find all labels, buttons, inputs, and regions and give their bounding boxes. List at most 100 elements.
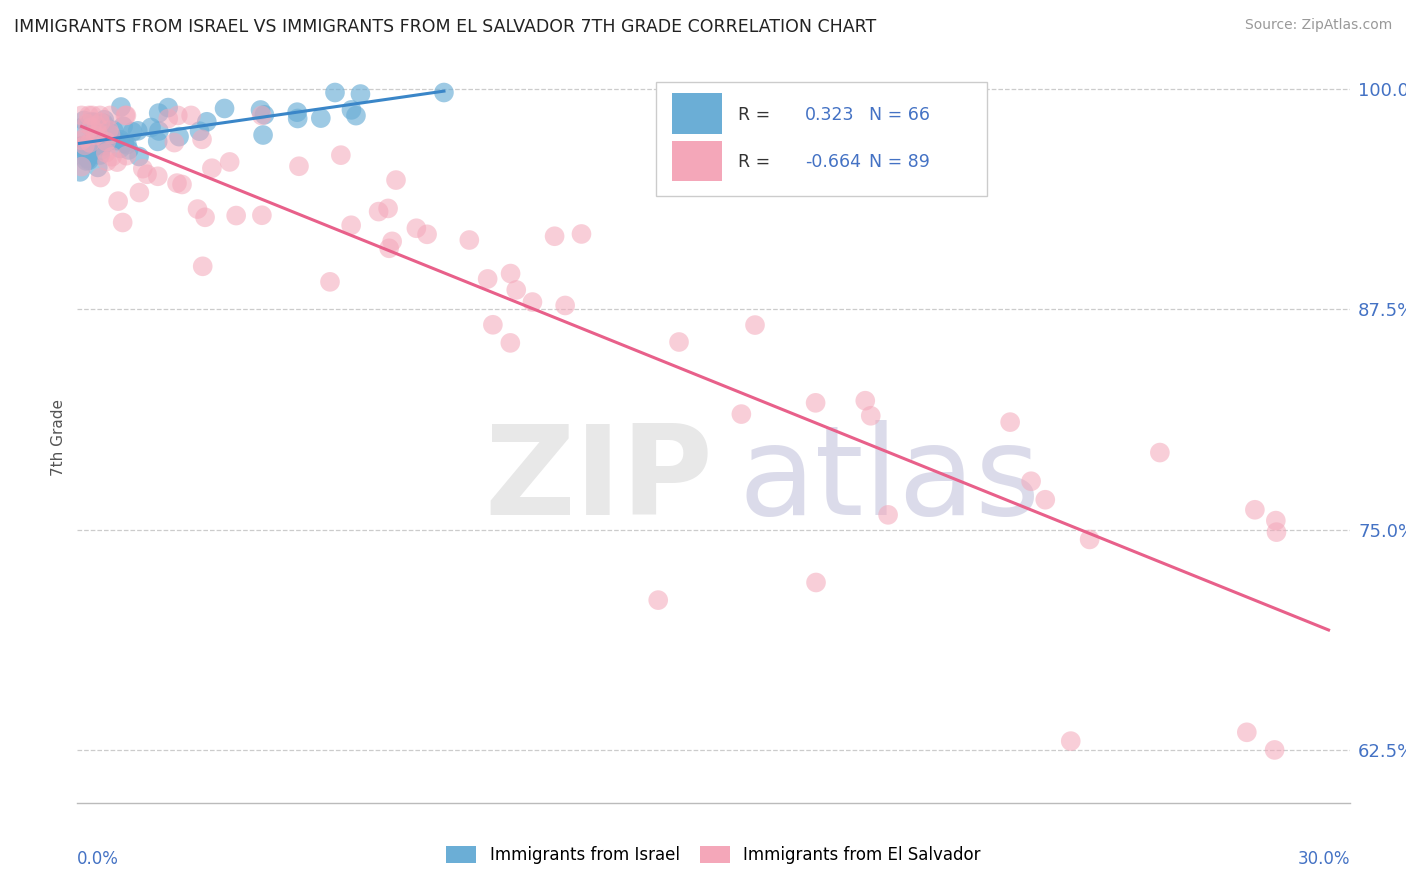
Point: [148, 106, 170, 120]
Point: [90, 143, 112, 157]
Point: [87, 126, 110, 140]
Point: [115, 149, 138, 163]
Point: [218, 155, 240, 169]
Point: [80, 120, 103, 135]
Point: [76, 117, 98, 131]
Point: [804, 575, 827, 590]
Point: [97, 126, 120, 140]
Point: [79, 115, 101, 129]
Point: [94, 145, 117, 160]
Point: [82, 115, 104, 129]
Point: [115, 137, 138, 152]
Point: [186, 202, 208, 216]
Text: N = 66: N = 66: [869, 105, 929, 123]
Point: [194, 211, 217, 225]
Point: [877, 508, 900, 522]
Point: [89, 115, 111, 129]
Point: [668, 334, 690, 349]
Point: [75, 143, 97, 157]
Point: [287, 112, 309, 126]
Point: [191, 260, 214, 274]
Point: [340, 219, 363, 233]
Point: [112, 120, 135, 134]
Point: [288, 159, 311, 173]
Point: [96, 135, 118, 149]
Point: [110, 133, 132, 147]
Point: [499, 267, 522, 281]
Point: [329, 148, 352, 162]
Point: [859, 409, 882, 423]
Point: [70, 160, 93, 174]
Text: IMMIGRANTS FROM ISRAEL VS IMMIGRANTS FROM EL SALVADOR 7TH GRADE CORRELATION CHAR: IMMIGRANTS FROM ISRAEL VS IMMIGRANTS FRO…: [14, 18, 876, 36]
Point: [571, 227, 593, 241]
Point: [96, 125, 118, 139]
Text: ZIP: ZIP: [485, 420, 714, 541]
Point: [505, 283, 527, 297]
Point: [214, 102, 236, 116]
Point: [1264, 743, 1286, 757]
Point: [132, 161, 155, 176]
Point: [96, 154, 118, 169]
Point: [191, 132, 214, 146]
Point: [647, 593, 669, 607]
Point: [163, 136, 186, 150]
Text: N = 89: N = 89: [869, 153, 929, 171]
Point: [107, 194, 129, 208]
Point: [114, 108, 136, 122]
Point: [188, 124, 211, 138]
Point: [127, 124, 149, 138]
Point: [100, 128, 122, 142]
Point: [77, 108, 100, 122]
Point: [77, 141, 100, 155]
Point: [148, 124, 170, 138]
Point: [115, 108, 138, 122]
Point: [1244, 502, 1267, 516]
Point: [1236, 725, 1258, 739]
Point: [82, 140, 104, 154]
Point: [104, 133, 127, 147]
Point: [105, 155, 128, 169]
Point: [136, 167, 159, 181]
Point: [340, 103, 363, 117]
Point: [554, 298, 576, 312]
Point: [730, 407, 752, 421]
Point: [73, 130, 96, 145]
Point: [90, 170, 112, 185]
Point: [112, 136, 135, 150]
Point: [77, 152, 100, 166]
Text: 0.323: 0.323: [806, 105, 855, 123]
Point: [93, 116, 115, 130]
Point: [180, 108, 202, 122]
Point: [69, 165, 91, 179]
Point: [146, 169, 169, 184]
Point: [101, 150, 124, 164]
Point: [82, 116, 104, 130]
Point: [323, 86, 346, 100]
Point: [157, 101, 180, 115]
Text: 30.0%: 30.0%: [1298, 850, 1350, 868]
Point: [201, 161, 224, 176]
Point: [90, 137, 112, 152]
Point: [97, 123, 120, 137]
Text: Source: ZipAtlas.com: Source: ZipAtlas.com: [1244, 18, 1392, 32]
Point: [853, 393, 876, 408]
Point: [170, 178, 193, 192]
Text: 0.0%: 0.0%: [77, 850, 120, 868]
FancyBboxPatch shape: [657, 82, 987, 195]
Point: [82, 135, 104, 149]
Point: [744, 318, 766, 332]
Point: [998, 415, 1021, 429]
Point: [110, 100, 132, 114]
Point: [250, 108, 273, 122]
Point: [458, 233, 481, 247]
Point: [87, 138, 110, 153]
Point: [75, 153, 97, 168]
Point: [70, 139, 93, 153]
Point: [104, 134, 127, 148]
Point: [98, 108, 121, 122]
Point: [499, 335, 522, 350]
Point: [73, 113, 96, 128]
Point: [93, 112, 115, 127]
Point: [1033, 492, 1056, 507]
Point: [84, 128, 107, 143]
